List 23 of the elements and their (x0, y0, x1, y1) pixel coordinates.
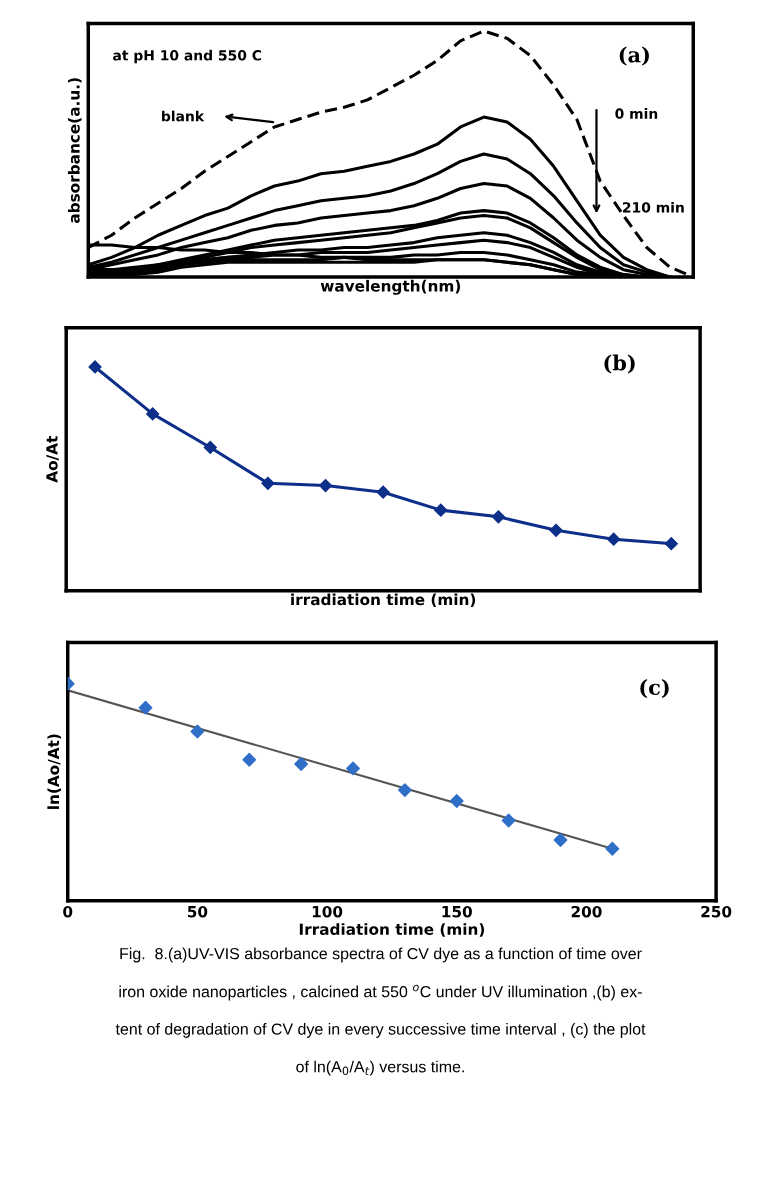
x-tick-label: 50 (187, 905, 208, 918)
y-axis-title: ln(Ao/At) (47, 734, 62, 809)
annotation: (c) (640, 678, 669, 699)
text: iron oxide nanoparticles , calcined at 550 $^{o}$C under UV illumination ,(b) ex- (119, 984, 642, 1001)
text: tent of degradation of CV dye in every successive time interval , (c) the plot (115, 1023, 646, 1038)
x-tick-label: 100 (312, 905, 343, 918)
annotation: 0 min (615, 108, 658, 119)
annotation: (a) (619, 46, 649, 66)
caption: Fig. 8.(a)UV-VIS absorbance spectra of CV dye as a function of time over (120, 947, 642, 963)
annotation: 210 min (622, 201, 684, 213)
y-axis-title: absorbance(a.u.) (67, 78, 82, 223)
x-tick-label: 200 (571, 905, 602, 918)
text: of ln(A$_{0}$/A$_{t}$) versus time. (296, 1060, 464, 1076)
x-tick-label: 250 (701, 905, 732, 918)
annotation: blank (162, 110, 205, 122)
x-axis-title: irradiation time (min) (291, 593, 476, 608)
annotation: (b) (604, 354, 635, 374)
y-axis-title: Ao/At (46, 436, 59, 483)
x-axis-title: Irradiation time (min) (299, 923, 485, 937)
x-tick-label: 0 (63, 905, 73, 918)
x-axis-title: wavelength(nm) (320, 279, 461, 295)
annotation: at pH 10 and 550 C (113, 49, 262, 64)
x-tick-label: 150 (442, 905, 472, 918)
